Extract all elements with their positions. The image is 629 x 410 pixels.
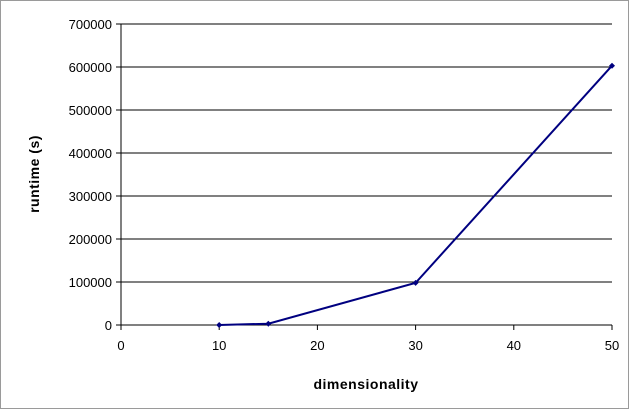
x-tick-label: 10 [212,338,226,353]
x-tick-label: 40 [507,338,521,353]
x-tick-label: 0 [117,338,124,353]
axes [116,23,613,330]
x-tick-label: 20 [310,338,324,353]
y-tick-label: 200000 [69,232,112,247]
y-tick-label: 700000 [69,17,112,32]
y-tick-label: 400000 [69,146,112,161]
y-axis-title: runtime (s) [26,135,42,213]
x-tick-label: 50 [605,338,619,353]
x-tick-label: 30 [408,338,422,353]
data-point [265,320,272,327]
data-point [412,279,419,286]
y-tick-label: 600000 [69,60,112,75]
x-tick-labels: 0 10 20 30 40 50 [117,338,619,353]
data-point [609,62,615,69]
y-tick-label: 500000 [69,103,112,118]
y-tick-label: 0 [105,318,112,333]
y-tick-label: 300000 [69,189,112,204]
x-axis-title: dimensionality [313,376,418,392]
gridlines [121,23,612,283]
y-tick-labels: 0 100000 200000 300000 400000 500000 600000 700… [69,17,112,333]
y-tick-label: 100000 [69,275,112,290]
series-layer [216,62,615,328]
series-line [219,65,613,326]
data-point [216,322,223,328]
